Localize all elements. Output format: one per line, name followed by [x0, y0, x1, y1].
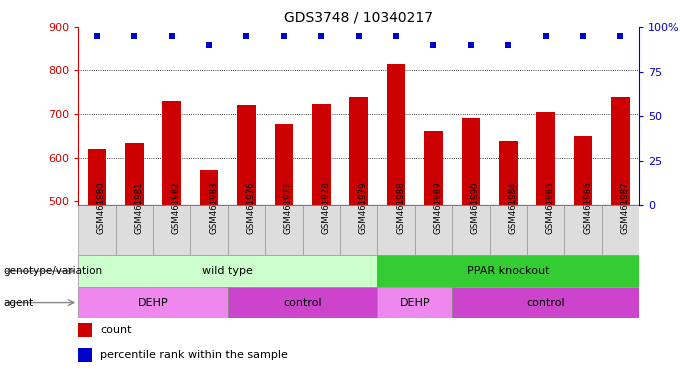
Bar — [424, 131, 443, 205]
Bar — [611, 96, 630, 205]
FancyBboxPatch shape — [116, 205, 153, 255]
Point — [540, 33, 551, 39]
FancyBboxPatch shape — [340, 205, 377, 255]
Bar — [462, 118, 480, 205]
Point — [203, 42, 214, 48]
Text: GSM461985: GSM461985 — [545, 182, 555, 234]
Point — [615, 33, 626, 39]
Text: count: count — [100, 325, 131, 335]
Point — [428, 42, 439, 48]
Text: GSM461976: GSM461976 — [246, 182, 256, 234]
Text: DEHP: DEHP — [399, 298, 430, 308]
Bar — [275, 124, 293, 205]
Point — [316, 33, 326, 39]
Text: GSM461990: GSM461990 — [471, 182, 480, 234]
Text: PPAR knockout: PPAR knockout — [467, 266, 549, 276]
FancyBboxPatch shape — [78, 287, 228, 318]
FancyBboxPatch shape — [303, 205, 340, 255]
Point — [166, 33, 177, 39]
Text: GSM461989: GSM461989 — [433, 182, 443, 234]
FancyBboxPatch shape — [490, 205, 527, 255]
FancyBboxPatch shape — [377, 205, 415, 255]
Point — [503, 42, 514, 48]
FancyBboxPatch shape — [228, 287, 377, 318]
Point — [353, 33, 364, 39]
Text: GSM461980: GSM461980 — [97, 182, 106, 234]
Text: GSM461987: GSM461987 — [620, 182, 630, 234]
Text: GSM461977: GSM461977 — [284, 182, 293, 234]
Text: GSM461984: GSM461984 — [508, 182, 517, 234]
FancyBboxPatch shape — [602, 205, 639, 255]
Bar — [237, 105, 256, 205]
Text: agent: agent — [3, 298, 33, 308]
FancyBboxPatch shape — [78, 255, 377, 287]
Text: DEHP: DEHP — [137, 298, 169, 308]
Text: control: control — [284, 298, 322, 308]
Bar — [200, 170, 218, 205]
Bar — [387, 64, 405, 205]
Text: GSM461978: GSM461978 — [321, 182, 330, 234]
FancyBboxPatch shape — [564, 205, 602, 255]
Point — [577, 33, 588, 39]
Text: wild type: wild type — [203, 266, 253, 276]
FancyBboxPatch shape — [265, 205, 303, 255]
Bar — [312, 104, 330, 205]
FancyBboxPatch shape — [415, 205, 452, 255]
FancyBboxPatch shape — [377, 255, 639, 287]
Text: GSM461982: GSM461982 — [171, 182, 181, 234]
Bar — [574, 136, 592, 205]
Bar — [88, 149, 106, 205]
Bar — [78, 348, 92, 362]
Point — [91, 33, 103, 39]
FancyBboxPatch shape — [228, 205, 265, 255]
Point — [241, 33, 252, 39]
Text: percentile rank within the sample: percentile rank within the sample — [100, 350, 288, 360]
Bar — [125, 143, 143, 205]
Bar — [350, 96, 368, 205]
FancyBboxPatch shape — [377, 287, 452, 318]
FancyBboxPatch shape — [452, 205, 490, 255]
Point — [465, 42, 476, 48]
FancyBboxPatch shape — [190, 205, 228, 255]
Text: GSM461986: GSM461986 — [583, 182, 592, 234]
Bar — [537, 112, 555, 205]
FancyBboxPatch shape — [78, 205, 116, 255]
Text: GSM461983: GSM461983 — [209, 182, 218, 234]
FancyBboxPatch shape — [452, 287, 639, 318]
Point — [129, 33, 140, 39]
Title: GDS3748 / 10340217: GDS3748 / 10340217 — [284, 10, 433, 24]
Point — [279, 33, 290, 39]
Text: genotype/variation: genotype/variation — [3, 266, 103, 276]
Bar — [499, 141, 517, 205]
Point — [390, 33, 401, 39]
Text: GSM461979: GSM461979 — [358, 182, 368, 234]
Text: GSM461981: GSM461981 — [135, 182, 143, 234]
FancyBboxPatch shape — [153, 205, 190, 255]
Bar — [78, 323, 92, 337]
Bar — [163, 101, 181, 205]
Text: control: control — [526, 298, 565, 308]
Text: GSM461988: GSM461988 — [396, 182, 405, 234]
FancyBboxPatch shape — [527, 205, 564, 255]
